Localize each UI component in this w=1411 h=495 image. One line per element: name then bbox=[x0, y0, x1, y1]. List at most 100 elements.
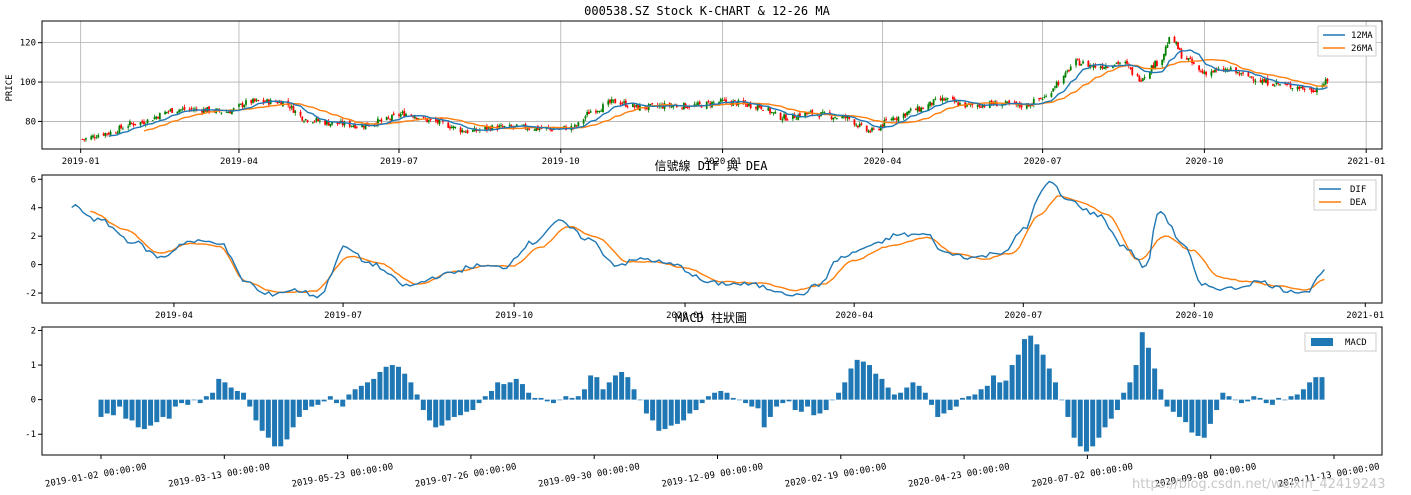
candle-body bbox=[114, 132, 117, 134]
candle-body bbox=[857, 125, 859, 128]
macd-bar bbox=[371, 378, 377, 400]
candle-body bbox=[304, 119, 307, 121]
macd-bar bbox=[687, 399, 693, 414]
candle-body bbox=[1279, 84, 1281, 86]
macd-bar bbox=[389, 365, 395, 400]
candle-body bbox=[528, 128, 531, 130]
macd-bar bbox=[1053, 382, 1058, 400]
candle-body bbox=[190, 108, 193, 110]
candle-body bbox=[610, 99, 613, 103]
candle-body bbox=[1148, 71, 1151, 79]
candle-body bbox=[1229, 67, 1232, 70]
macd-bar bbox=[767, 399, 773, 417]
macd-bar bbox=[898, 392, 904, 400]
macd-bar bbox=[352, 389, 358, 400]
candle-body bbox=[1092, 64, 1095, 68]
candle-body bbox=[1008, 100, 1011, 104]
macd-bar bbox=[451, 399, 457, 417]
signal-legend: DIF DEA bbox=[1313, 179, 1377, 211]
candle-body bbox=[927, 104, 930, 110]
candle-body bbox=[1032, 99, 1035, 105]
candle-body bbox=[85, 138, 87, 140]
candle-body bbox=[1173, 36, 1176, 43]
macd-bar bbox=[1108, 399, 1114, 419]
macd-bar bbox=[1238, 399, 1244, 404]
macd-bar bbox=[327, 396, 333, 400]
macd-bar bbox=[501, 384, 507, 400]
macd-bar bbox=[786, 399, 792, 402]
candle-body bbox=[631, 104, 634, 108]
candle-body bbox=[1296, 86, 1299, 90]
macd-bar bbox=[749, 399, 755, 407]
candle-body bbox=[784, 114, 787, 121]
macd-bar bbox=[420, 399, 426, 411]
candle-body bbox=[1177, 42, 1179, 50]
candle-body bbox=[795, 118, 798, 120]
macd-bar bbox=[1003, 380, 1009, 400]
candle-body bbox=[1164, 46, 1167, 56]
candle-body bbox=[860, 123, 863, 125]
candle-body bbox=[1289, 84, 1292, 88]
kchart-y-axis: 80 100 120 bbox=[20, 39, 42, 127]
candle-body bbox=[551, 129, 553, 132]
dea-line bbox=[90, 195, 1325, 294]
candle-body bbox=[508, 124, 511, 127]
candle-body bbox=[392, 113, 395, 116]
candle-body bbox=[318, 120, 321, 122]
candle-body bbox=[464, 131, 467, 133]
candle-body bbox=[1039, 98, 1042, 100]
macd-panel: MACD 柱狀圖 -1 0 1 2 2019-01-02 00:00:00 2019-0… bbox=[25, 310, 1383, 490]
candle-body bbox=[723, 99, 726, 101]
watermark: https://blog.csdn.net/weixin_42419243 bbox=[1132, 477, 1386, 492]
candle-body bbox=[262, 99, 265, 103]
macd-bar bbox=[296, 399, 302, 417]
macd-bar bbox=[278, 399, 284, 447]
macd-bar bbox=[1269, 399, 1275, 405]
candle-body bbox=[718, 102, 720, 104]
macd-bar bbox=[532, 397, 538, 400]
candle-body bbox=[646, 107, 648, 109]
candle-body bbox=[842, 115, 845, 118]
candle-body bbox=[139, 122, 142, 126]
candle-body bbox=[442, 120, 444, 122]
candle-body bbox=[1254, 80, 1257, 83]
candle-body bbox=[1192, 62, 1195, 64]
macd-bar bbox=[798, 399, 804, 412]
candle-body bbox=[1113, 64, 1116, 66]
candle-body bbox=[1226, 69, 1229, 71]
candle-body bbox=[1275, 81, 1278, 84]
candle-body bbox=[1112, 66, 1114, 68]
candle-body bbox=[169, 109, 172, 112]
kchart-panel: 000538.SZ Stock K-CHART & 12-26 MA PRICE… bbox=[5, 4, 1385, 167]
macd-bar bbox=[705, 396, 711, 400]
kchart-xtick-label: 2019-10 bbox=[542, 157, 580, 167]
macd-bar bbox=[1152, 368, 1158, 400]
candle-body bbox=[1103, 67, 1106, 69]
macd-bar bbox=[284, 399, 290, 440]
candle-body bbox=[231, 110, 233, 115]
candle-body bbox=[294, 110, 297, 114]
macd-bar bbox=[135, 399, 141, 428]
candle-body bbox=[835, 118, 838, 120]
candle-body bbox=[943, 98, 946, 101]
macd-bar bbox=[588, 375, 594, 400]
candle-body bbox=[586, 112, 589, 116]
macd-bar bbox=[960, 397, 965, 400]
macd-bar bbox=[123, 399, 129, 419]
macd-bar bbox=[718, 391, 724, 400]
candle-body bbox=[621, 103, 624, 105]
candle-body bbox=[756, 105, 759, 110]
macd-bar bbox=[346, 394, 352, 400]
candle-body bbox=[1266, 78, 1269, 86]
candle-body bbox=[1324, 79, 1327, 85]
kchart-xtick-label: 2019-01 bbox=[62, 157, 100, 167]
macd-bar bbox=[581, 389, 587, 400]
macd-bar bbox=[1096, 399, 1102, 438]
candle-body bbox=[413, 116, 416, 119]
macd-bar bbox=[929, 399, 935, 405]
macd-bar bbox=[334, 399, 339, 404]
candle-body bbox=[500, 125, 502, 127]
macd-legend-box bbox=[1304, 332, 1377, 352]
candle-body bbox=[1115, 62, 1118, 64]
candle-body bbox=[1249, 76, 1252, 78]
